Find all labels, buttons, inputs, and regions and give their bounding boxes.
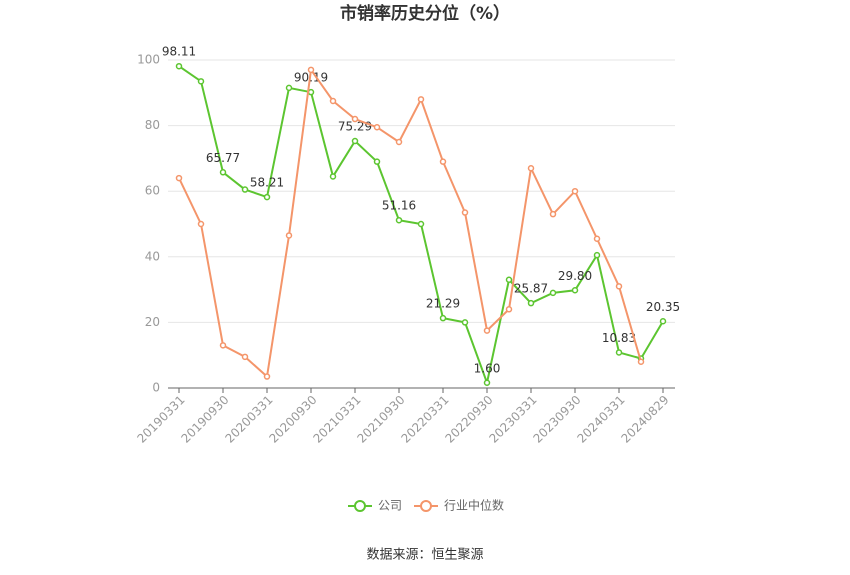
point <box>197 78 205 85</box>
point <box>417 220 425 228</box>
point <box>417 96 425 103</box>
point <box>593 251 601 259</box>
value-label: 58.21 <box>250 176 284 190</box>
value-label: 29.80 <box>558 269 592 283</box>
point <box>439 314 447 322</box>
point <box>351 137 359 145</box>
value-label: 98.11 <box>162 45 196 59</box>
point <box>241 186 249 193</box>
legend-marker <box>354 500 366 512</box>
y-tick-label: 60 <box>145 184 160 198</box>
point <box>659 318 667 325</box>
value-label: 21.29 <box>426 297 460 311</box>
point <box>527 164 535 172</box>
point <box>329 173 337 180</box>
point <box>439 158 447 165</box>
value-label: 20.35 <box>646 300 680 314</box>
point <box>373 123 381 131</box>
legend-marker <box>420 500 432 512</box>
point <box>329 97 337 105</box>
point <box>615 283 623 290</box>
point <box>395 216 403 224</box>
point <box>549 289 557 297</box>
legend-label: 行业中位数 <box>444 498 504 513</box>
value-label: 1.60 <box>474 361 501 375</box>
y-tick-label: 40 <box>145 249 160 263</box>
legend-label: 公司 <box>378 499 402 513</box>
y-tick-label: 0 <box>152 381 160 395</box>
point <box>637 358 645 366</box>
value-label: 65.77 <box>206 151 240 165</box>
point <box>197 220 205 228</box>
chart-title: 市销率历史分位（%） <box>340 3 510 24</box>
source: 数据来源：恒生聚源 <box>366 548 483 563</box>
point <box>593 235 601 243</box>
point <box>571 287 579 294</box>
point <box>263 373 271 380</box>
series-line <box>178 67 642 379</box>
y-tick-label: 100 <box>137 53 160 67</box>
x-tick-label: 20240829 <box>619 393 672 446</box>
point <box>307 66 315 74</box>
point <box>285 84 293 92</box>
point <box>461 209 469 216</box>
value-label: 10.83 <box>602 331 636 345</box>
point <box>285 232 293 239</box>
point <box>483 379 491 387</box>
point <box>219 342 227 349</box>
point <box>571 187 579 195</box>
point <box>351 115 359 123</box>
point <box>263 193 271 201</box>
point <box>527 299 535 307</box>
point <box>175 174 183 182</box>
y-tick-label: 80 <box>145 118 160 132</box>
point <box>175 62 183 70</box>
point <box>219 169 227 176</box>
point <box>505 276 513 284</box>
point <box>483 327 491 334</box>
point <box>461 319 469 326</box>
value-label: 51.16 <box>382 199 416 213</box>
point <box>549 210 557 218</box>
point <box>241 353 249 361</box>
point <box>373 158 381 165</box>
point <box>615 349 623 356</box>
y-tick-label: 20 <box>145 315 160 329</box>
point <box>395 138 403 146</box>
point <box>505 306 513 313</box>
value-label: 25.87 <box>514 282 548 296</box>
